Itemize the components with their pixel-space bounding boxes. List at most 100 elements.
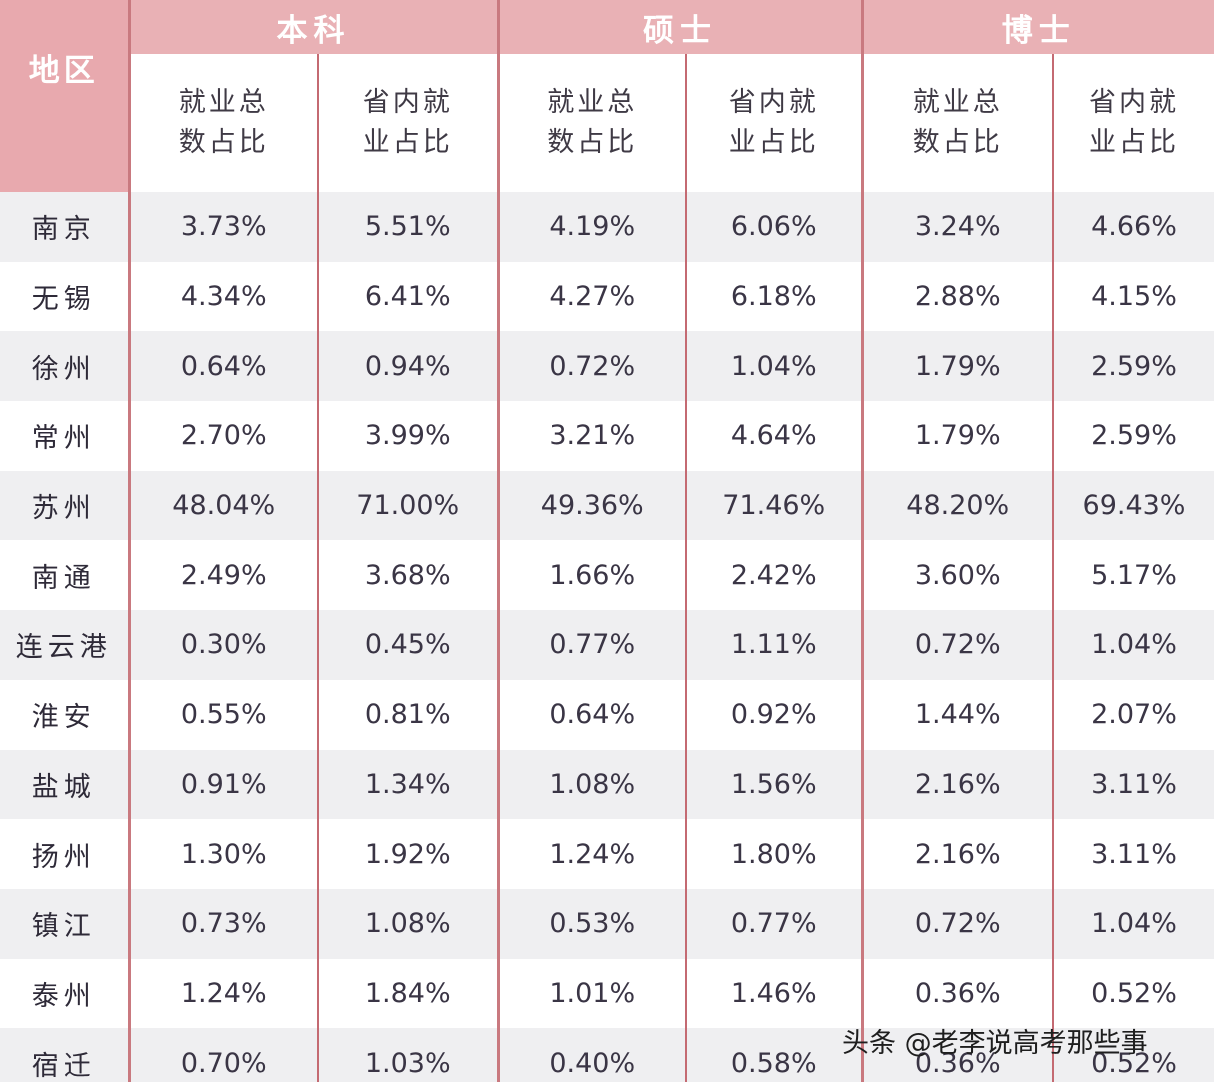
- value-cell: 4.66%: [1052, 192, 1214, 262]
- value-cell: 3.60%: [860, 540, 1053, 611]
- value-cell: 0.55%: [127, 679, 318, 750]
- value-cell: 1.04%: [1052, 610, 1214, 680]
- subheader-in-province-ratio: 省内就业占比: [317, 54, 498, 192]
- subheader-in-province-ratio: 省内就业占比: [685, 54, 862, 192]
- value-cell: 3.99%: [317, 401, 498, 471]
- subheader-label: 就业总数占比: [178, 87, 269, 158]
- value-cell: 48.04%: [127, 470, 318, 541]
- value-cell: 1.08%: [317, 888, 498, 959]
- value-cell: 3.11%: [1052, 749, 1214, 820]
- value-cell: 0.30%: [127, 610, 318, 680]
- region-cell: 镇江: [0, 888, 131, 959]
- value-cell: 4.64%: [685, 401, 862, 471]
- value-cell: 6.06%: [685, 192, 862, 262]
- value-cell: 69.43%: [1052, 470, 1214, 541]
- value-cell: 0.53%: [496, 888, 686, 959]
- value-cell: 0.77%: [685, 888, 862, 959]
- subheader-total-ratio: 就业总数占比: [127, 54, 318, 192]
- table-header: 地区 本科 硕士 博士 就业总数占比 省内就业占比 就业总数占比 省内就业占比 …: [0, 0, 1214, 192]
- value-cell: 71.46%: [685, 470, 862, 541]
- table-row: 徐州 0.64% 0.94% 0.72% 1.04% 1.79% 2.59%: [0, 331, 1214, 402]
- value-cell: 3.24%: [860, 192, 1053, 262]
- value-cell: 0.40%: [496, 1028, 686, 1082]
- region-cell: 南通: [0, 540, 131, 611]
- group-header-doctor: 博士: [860, 0, 1214, 54]
- region-cell: 苏州: [0, 470, 131, 541]
- value-cell: 0.52%: [1052, 1028, 1214, 1082]
- value-cell: 1.46%: [685, 958, 862, 1029]
- value-cell: 3.21%: [496, 401, 686, 471]
- value-cell: 1.04%: [685, 331, 862, 402]
- value-cell: 0.45%: [317, 610, 498, 680]
- subheader-label: 省内就业占比: [362, 87, 453, 158]
- value-cell: 1.03%: [317, 1028, 498, 1082]
- value-cell: 0.64%: [127, 331, 318, 402]
- value-cell: 1.11%: [685, 610, 862, 680]
- value-cell: 1.30%: [127, 819, 318, 889]
- value-cell: 1.66%: [496, 540, 686, 611]
- value-cell: 2.16%: [860, 749, 1053, 820]
- value-cell: 1.24%: [496, 819, 686, 889]
- value-cell: 3.11%: [1052, 819, 1214, 889]
- value-cell: 2.70%: [127, 401, 318, 471]
- value-cell: 0.72%: [860, 610, 1053, 680]
- value-cell: 0.52%: [1052, 958, 1214, 1029]
- region-cell: 扬州: [0, 819, 131, 889]
- value-cell: 4.15%: [1052, 261, 1214, 332]
- subheader-total-ratio: 就业总数占比: [496, 54, 686, 192]
- value-cell: 1.44%: [860, 679, 1053, 750]
- value-cell: 1.24%: [127, 958, 318, 1029]
- table-row: 泰州 1.24% 1.84% 1.01% 1.46% 0.36% 0.52%: [0, 958, 1214, 1029]
- subheader-in-province-ratio: 省内就业占比: [1052, 54, 1214, 192]
- value-cell: 1.92%: [317, 819, 498, 889]
- region-column-header: 地区: [0, 0, 129, 192]
- value-cell: 1.84%: [317, 958, 498, 1029]
- value-cell: 5.51%: [317, 192, 498, 262]
- value-cell: 5.17%: [1052, 540, 1214, 611]
- subheader-label: 就业总数占比: [547, 87, 638, 158]
- value-cell: 6.18%: [685, 261, 862, 332]
- value-cell: 3.73%: [127, 192, 318, 262]
- watermark-text: 头条 @老李说高考那些事: [842, 1028, 1148, 1059]
- value-cell: 0.77%: [496, 610, 686, 680]
- value-cell: 2.88%: [860, 261, 1053, 332]
- value-cell: 2.42%: [685, 540, 862, 611]
- value-cell: 1.04%: [1052, 888, 1214, 959]
- table-row: 无锡 4.34% 6.41% 4.27% 6.18% 2.88% 4.15%: [0, 261, 1214, 332]
- value-cell: 2.07%: [1052, 679, 1214, 750]
- table-row: 淮安 0.55% 0.81% 0.64% 0.92% 1.44% 2.07%: [0, 679, 1214, 750]
- group-header-bachelor: 本科: [127, 0, 498, 54]
- region-cell: 淮安: [0, 679, 131, 750]
- table-row: 苏州 48.04% 71.00% 49.36% 71.46% 48.20% 69.43%: [0, 470, 1214, 541]
- value-cell: 2.59%: [1052, 401, 1214, 471]
- value-cell: 4.34%: [127, 261, 318, 332]
- value-cell: 71.00%: [317, 470, 498, 541]
- table-row: 镇江 0.73% 1.08% 0.53% 0.77% 0.72% 1.04%: [0, 888, 1214, 959]
- region-cell: 无锡: [0, 261, 131, 332]
- table-row: 连云港 0.30% 0.45% 0.77% 1.11% 0.72% 1.04%: [0, 610, 1214, 680]
- value-cell: 1.01%: [496, 958, 686, 1029]
- value-cell: 0.64%: [496, 679, 686, 750]
- region-cell: 宿迁: [0, 1028, 131, 1082]
- value-cell: 0.36%: [860, 1028, 1053, 1082]
- value-cell: 1.79%: [860, 401, 1053, 471]
- region-cell: 连云港: [0, 610, 131, 680]
- sub-header-row: 就业总数占比 省内就业占比 就业总数占比 省内就业占比 就业总数占比 省内就业占…: [0, 54, 1214, 192]
- region-cell: 南京: [0, 192, 131, 262]
- value-cell: 0.94%: [317, 331, 498, 402]
- value-cell: 0.81%: [317, 679, 498, 750]
- value-cell: 3.68%: [317, 540, 498, 611]
- value-cell: 2.16%: [860, 819, 1053, 889]
- value-cell: 1.08%: [496, 749, 686, 820]
- table-row: 南京 3.73% 5.51% 4.19% 6.06% 3.24% 4.66%: [0, 192, 1214, 262]
- value-cell: 0.70%: [127, 1028, 318, 1082]
- value-cell: 0.72%: [496, 331, 686, 402]
- value-cell: 1.80%: [685, 819, 862, 889]
- value-cell: 0.58%: [685, 1028, 862, 1082]
- value-cell: 48.20%: [860, 470, 1053, 541]
- region-cell: 泰州: [0, 958, 131, 1029]
- group-header-master: 硕士: [496, 0, 862, 54]
- group-header-row: 地区 本科 硕士 博士: [0, 0, 1214, 192]
- table-row: 扬州 1.30% 1.92% 1.24% 1.80% 2.16% 3.11%: [0, 819, 1214, 889]
